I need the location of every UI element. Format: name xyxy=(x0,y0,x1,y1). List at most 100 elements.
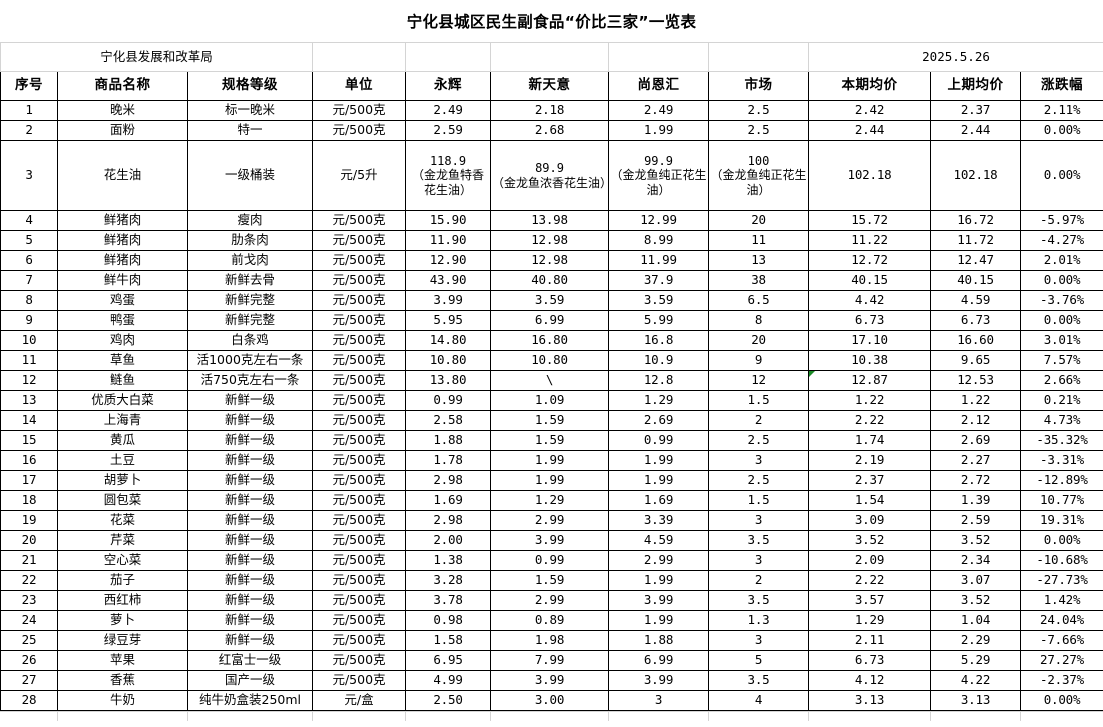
cell-price-xintianyi: 2.99 xyxy=(490,590,610,611)
cell-change-rate: 2.01% xyxy=(1020,250,1103,271)
table-row: 17 胡萝卜 新鲜一级 元/500克 2.98 1.99 1.99 2.5 2.37 2.72 -1… xyxy=(0,470,1103,491)
cell-price-yonghui: 5.95 xyxy=(405,310,492,331)
table-row: 2 面粉 特一 元/500克 2.59 2.68 1.99 2.5 2.44 2.44 0.00% xyxy=(0,120,1103,141)
cell-price-market: 3 xyxy=(708,550,810,571)
cell-change-rate: -4.27% xyxy=(1020,230,1103,251)
cell-unit: 元/500克 xyxy=(312,390,407,411)
cell-price-xintianyi: 1.99 xyxy=(490,470,610,491)
cell-price-xintianyi: 1.09 xyxy=(490,390,610,411)
cell-product-name: 空心菜 xyxy=(57,550,188,571)
cell-spec-grade: 新鲜一级 xyxy=(186,470,314,491)
cell-current-average: 1.29 xyxy=(808,610,932,631)
table-row: 4 鲜猪肉 瘦肉 元/500克 15.90 13.98 12.99 20 15.72 16.72-… xyxy=(0,210,1103,231)
cell-price-yonghui: 11.90 xyxy=(405,230,492,251)
cell-row-index: 7 xyxy=(0,270,58,291)
cell-price-xintianyi: 3.99 xyxy=(490,670,610,691)
cell-current-average: 12.87 xyxy=(808,370,932,391)
cell-price-shangenhui: 6.99 xyxy=(608,650,710,671)
cell-price-xintianyi: 16.80 xyxy=(490,330,610,351)
cell-price-yonghui: 2.50 xyxy=(405,690,492,711)
table-row: 10 鸡肉 白条鸡 元/500克 14.80 16.80 16.8 20 17.10 16.60 3… xyxy=(0,330,1103,351)
table-row: 25 绿豆芽 新鲜一级 元/500克 1.58 1.98 1.88 3 2.11 2.29 -7.6… xyxy=(0,630,1103,651)
cell-product-name: 鲜猪肉 xyxy=(57,230,188,251)
cell-change-rate: -35.32% xyxy=(1020,430,1103,451)
cell-price-market: 5 xyxy=(708,650,810,671)
cell-price-shangenhui: 3.59 xyxy=(608,290,710,311)
cell-change-rate: 0.21% xyxy=(1020,390,1103,411)
cell-product-name: 鸭蛋 xyxy=(57,310,188,331)
cell-price-xintianyi: 2.68 xyxy=(490,120,610,141)
cell-change-rate: -5.97% xyxy=(1020,210,1103,231)
cell-spec-grade: 新鲜一级 xyxy=(186,550,314,571)
cell-price-xintianyi: 2.99 xyxy=(490,510,610,531)
cell-previous-average: 2.44 xyxy=(930,120,1022,141)
cell-price-shangenhui: 1.99 xyxy=(608,610,710,631)
cell-price-yonghui: 2.98 xyxy=(405,470,492,491)
cell-row-index: 13 xyxy=(0,390,58,411)
cell-change-rate: 0.00% xyxy=(1020,690,1103,711)
cell-previous-average: 5.29 xyxy=(930,650,1022,671)
column-header-change-rate: 涨跌幅 xyxy=(1020,71,1103,101)
cell-price-xintianyi: 89.9 （金龙鱼浓香花生油） xyxy=(490,140,610,211)
column-header-current-average: 本期均价 xyxy=(808,71,932,101)
cell-product-name: 胡萝卜 xyxy=(57,470,188,491)
cell-unit: 元/500克 xyxy=(312,310,407,331)
cell-spec-grade: 新鲜一级 xyxy=(186,530,314,551)
cell-current-average: 4.42 xyxy=(808,290,932,311)
cell-price-xintianyi: 1.59 xyxy=(490,410,610,431)
cell-price-xintianyi: 0.89 xyxy=(490,610,610,631)
cell-change-rate: -10.68% xyxy=(1020,550,1103,571)
cell-price-shangenhui: 2.49 xyxy=(608,100,710,121)
cell-product-name: 圆包菜 xyxy=(57,490,188,511)
cell-price-xintianyi: 1.99 xyxy=(490,450,610,471)
cell-change-rate: 3.01% xyxy=(1020,330,1103,351)
cell-previous-average: 6.73 xyxy=(930,310,1022,331)
cell-previous-average: 1.04 xyxy=(930,610,1022,631)
cell-change-rate: 0.00% xyxy=(1020,270,1103,291)
cell-unit: 元/5升 xyxy=(312,140,407,211)
cell-current-average: 3.09 xyxy=(808,510,932,531)
cell-change-rate: -12.89% xyxy=(1020,470,1103,491)
cell-row-index: 12 xyxy=(0,370,58,391)
cell-price-shangenhui: 2.69 xyxy=(608,410,710,431)
cell-row-index: 3 xyxy=(0,140,58,211)
cell-price-xintianyi: 12.98 xyxy=(490,230,610,251)
cell-change-rate: 1.42% xyxy=(1020,590,1103,611)
table-row: 26 苹果 红富士一级 元/500克 6.95 7.99 6.99 5 6.73 5.29 27.2… xyxy=(0,650,1103,671)
page-title: 宁化县城区民生副食品“价比三家”一览表 xyxy=(406,13,697,31)
table-row: 5 鲜猪肉 肋条肉 元/500克 11.90 12.98 8.99 11 11.22 11.72-… xyxy=(0,230,1103,251)
cell-price-shangenhui: 1.29 xyxy=(608,390,710,411)
cell-previous-average: 12.53 xyxy=(930,370,1022,391)
cell-previous-average: 4.59 xyxy=(930,290,1022,311)
cell-spec-grade: 特一 xyxy=(186,120,314,141)
cell-previous-average: 3.13 xyxy=(930,690,1022,711)
cell-previous-average: 3.52 xyxy=(930,530,1022,551)
table-row: 22 茄子 新鲜一级 元/500克 3.28 1.59 1.99 2 2.22 3.07 -27.7… xyxy=(0,570,1103,591)
cell-spec-grade: 新鲜一级 xyxy=(186,450,314,471)
cell-current-average: 2.22 xyxy=(808,410,932,431)
cell-spec-grade: 红富士一级 xyxy=(186,650,314,671)
cell-price-market: 100 （金龙鱼纯正花生油） xyxy=(708,140,810,211)
cell-price-yonghui: 1.58 xyxy=(405,630,492,651)
cell-spec-grade: 新鲜完整 xyxy=(186,310,314,331)
cell-row-index: 15 xyxy=(0,430,58,451)
table-row: 24 萝卜 新鲜一级 元/500克 0.98 0.89 1.99 1.3 1.29 1.04 24.… xyxy=(0,610,1103,631)
cell-current-average: 3.13 xyxy=(808,690,932,711)
cell-price-shangenhui: 11.99 xyxy=(608,250,710,271)
table-row: 6 鲜猪肉 前戈肉 元/500克 12.90 12.98 11.99 13 12.72 12.47… xyxy=(0,250,1103,271)
cell-current-average: 10.38 xyxy=(808,350,932,371)
cell-change-rate: 27.27% xyxy=(1020,650,1103,671)
cell-product-name: 面粉 xyxy=(57,120,188,141)
cell-row-index: 1 xyxy=(0,100,58,121)
cell-price-shangenhui: 3.99 xyxy=(608,590,710,611)
sheet-bottom-gridline xyxy=(0,711,1103,721)
column-header-product-name: 商品名称 xyxy=(57,71,188,101)
cell-price-yonghui: 14.80 xyxy=(405,330,492,351)
cell-previous-average: 2.69 xyxy=(930,430,1022,451)
cell-price-yonghui: 2.49 xyxy=(405,100,492,121)
table-row: 9 鸭蛋 新鲜完整 元/500克 5.95 6.99 5.99 8 6.73 6.73 0.00% xyxy=(0,310,1103,331)
cell-spec-grade: 活1000克左右一条 xyxy=(186,350,314,371)
cell-current-average: 12.72 xyxy=(808,250,932,271)
cell-price-market: 6.5 xyxy=(708,290,810,311)
